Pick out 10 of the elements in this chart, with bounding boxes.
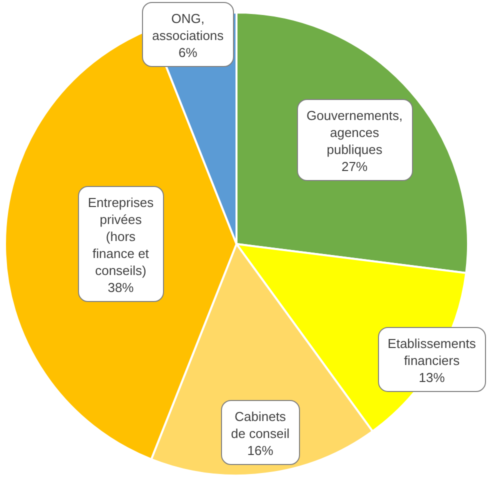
data-label: 6% — [178, 44, 198, 61]
data-label: 13% — [418, 368, 446, 386]
data-label: 16% — [246, 442, 274, 459]
data-label: 38% — [106, 279, 135, 296]
slice-label: Gouvernements, agences publiques — [306, 106, 404, 158]
data-label: 27% — [340, 158, 369, 175]
slice-label: Entreprises privées (hors finance et conseils) — [86, 194, 155, 279]
slice-label: ONG, associations — [151, 10, 225, 44]
slice-label: Cabinets de conseil — [230, 408, 291, 442]
slice-label: Etablissements financiers — [386, 334, 477, 369]
